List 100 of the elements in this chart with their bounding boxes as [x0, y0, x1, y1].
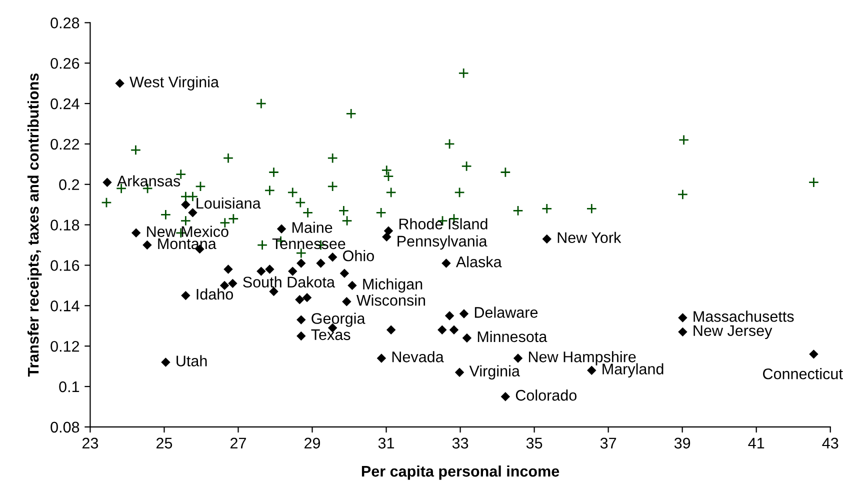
annotation: Pennsylvania — [398, 235, 488, 250]
point — [586, 203, 598, 214]
x-axis-title: Per capita personal income — [362, 465, 560, 480]
annotation: Minnesota — [478, 330, 548, 342]
annotation: West Virginia — [130, 76, 219, 90]
point — [316, 258, 326, 268]
point — [381, 164, 392, 176]
y-tick-label: 0.18 — [50, 220, 80, 230]
point — [181, 200, 190, 210]
x-tick-label: 39 — [674, 438, 690, 449]
annotation: Georgia — [312, 312, 366, 327]
annotation: South Dakota — [243, 276, 335, 288]
x-tick-label: 29 — [304, 438, 320, 449]
point — [228, 278, 238, 288]
annotation: Maryland — [602, 363, 664, 378]
point — [376, 207, 386, 218]
point — [342, 297, 352, 306]
point — [442, 258, 451, 268]
point — [115, 78, 124, 88]
annotation: Colorado — [516, 390, 577, 401]
point — [142, 240, 152, 250]
point — [130, 144, 142, 156]
x-tick-label: 23 — [82, 438, 98, 449]
point — [678, 313, 688, 322]
annotation: New Mexico — [147, 226, 228, 237]
annotation: Wisconsin — [356, 294, 426, 306]
point — [461, 160, 472, 172]
point — [444, 138, 455, 150]
annotation: Delaware — [474, 306, 538, 318]
point — [454, 368, 464, 377]
point — [449, 325, 459, 335]
x-tick-label: 25 — [156, 438, 172, 449]
point — [296, 258, 306, 268]
x-tick-label: 27 — [230, 438, 246, 448]
annotation: Ohio — [343, 250, 374, 262]
y-tick-label: 0.26 — [50, 58, 80, 69]
point — [265, 264, 274, 274]
point — [161, 358, 170, 367]
y-tick-label: 0.14 — [50, 300, 80, 312]
point — [454, 187, 465, 198]
annotation: Alaska — [456, 256, 502, 268]
point — [101, 197, 112, 208]
y-tick-label: 0.24 — [50, 98, 80, 110]
point — [302, 292, 312, 302]
point — [386, 187, 396, 198]
point — [264, 185, 276, 196]
point — [458, 68, 469, 79]
x-tick-label: 37 — [600, 438, 616, 449]
point — [444, 311, 454, 320]
point — [188, 208, 198, 218]
point — [102, 178, 112, 187]
x-tick-label: 43 — [822, 438, 838, 449]
y-tick-label: 0.16 — [50, 260, 80, 271]
point — [187, 191, 198, 202]
point — [587, 366, 596, 375]
point — [383, 170, 394, 182]
y-tick-label: 0.1 — [59, 381, 80, 392]
point — [327, 152, 338, 164]
point — [302, 207, 314, 218]
point — [542, 234, 552, 244]
y-tick-label: 0.2 — [59, 179, 80, 190]
point — [500, 392, 510, 402]
point — [295, 294, 304, 304]
point — [438, 325, 447, 335]
x-tick-label: 41 — [748, 438, 764, 448]
point — [296, 315, 306, 324]
annotation: Nevada — [392, 351, 444, 362]
x-tick-label: 33 — [452, 438, 468, 449]
annotation: Massachusetts — [694, 310, 794, 322]
annotation: Michigan — [363, 278, 422, 293]
y-tick-label: 0.22 — [50, 138, 80, 150]
annotation: Rhode Island — [399, 218, 488, 230]
annotation: New Jersey — [694, 325, 772, 340]
point — [287, 187, 298, 198]
point — [222, 152, 234, 164]
point — [384, 226, 394, 236]
annotation: Idaho — [196, 288, 233, 300]
point — [181, 290, 190, 300]
point — [228, 213, 239, 224]
point — [180, 215, 192, 226]
y-axis-title: Transfer receipts, taxes and contributions — [27, 73, 42, 377]
point — [500, 166, 511, 178]
point — [195, 181, 206, 192]
point — [256, 266, 266, 276]
annotation: Virginia — [469, 365, 520, 380]
point — [276, 224, 286, 234]
x-tick-label: 31 — [378, 438, 394, 449]
point — [340, 268, 350, 278]
annotation: Arkansas — [116, 175, 180, 186]
point — [677, 189, 688, 200]
point — [131, 228, 141, 238]
point — [376, 354, 386, 363]
point — [513, 354, 523, 363]
point — [256, 98, 267, 109]
point — [256, 240, 268, 250]
annotation: Texas — [311, 329, 350, 340]
x-tick-label: 35 — [526, 438, 542, 449]
point — [678, 327, 688, 337]
annotation: New Hampshire — [528, 351, 636, 366]
point — [295, 197, 306, 208]
